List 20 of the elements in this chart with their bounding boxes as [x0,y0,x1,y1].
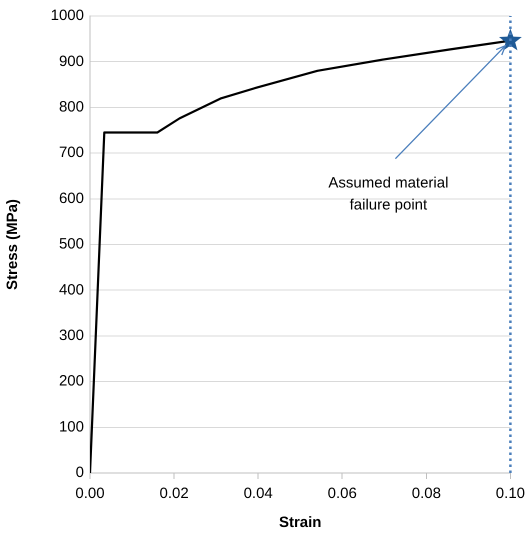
x-tick-label: 0.04 [244,485,273,502]
y-tick-label: 800 [58,98,84,116]
y-tick-label: 600 [58,190,84,207]
y-tick-label: 200 [58,372,84,390]
x-tick-label: 0.02 [159,485,189,502]
y-tick-label: 900 [58,52,84,70]
x-tick-label: 0.10 [496,485,526,502]
y-tick-label: 400 [58,281,84,298]
y-axis-title: Stress (MPa) [4,199,22,290]
annotation: Assumed material failure point [328,174,448,214]
y-tick-label: 100 [58,418,84,436]
y-tick-label: 1000 [50,7,84,24]
y-tick-label: 0 [76,464,84,482]
y-tick-label: 700 [58,144,84,162]
x-tick-label: 0.08 [412,485,441,502]
x-tick-label: 0.06 [328,485,357,502]
y-tick-label: 500 [58,236,84,253]
x-tick-label: 0.00 [75,485,105,502]
y-tick-label: 300 [58,327,84,344]
x-axis-title: Strain [278,514,322,532]
